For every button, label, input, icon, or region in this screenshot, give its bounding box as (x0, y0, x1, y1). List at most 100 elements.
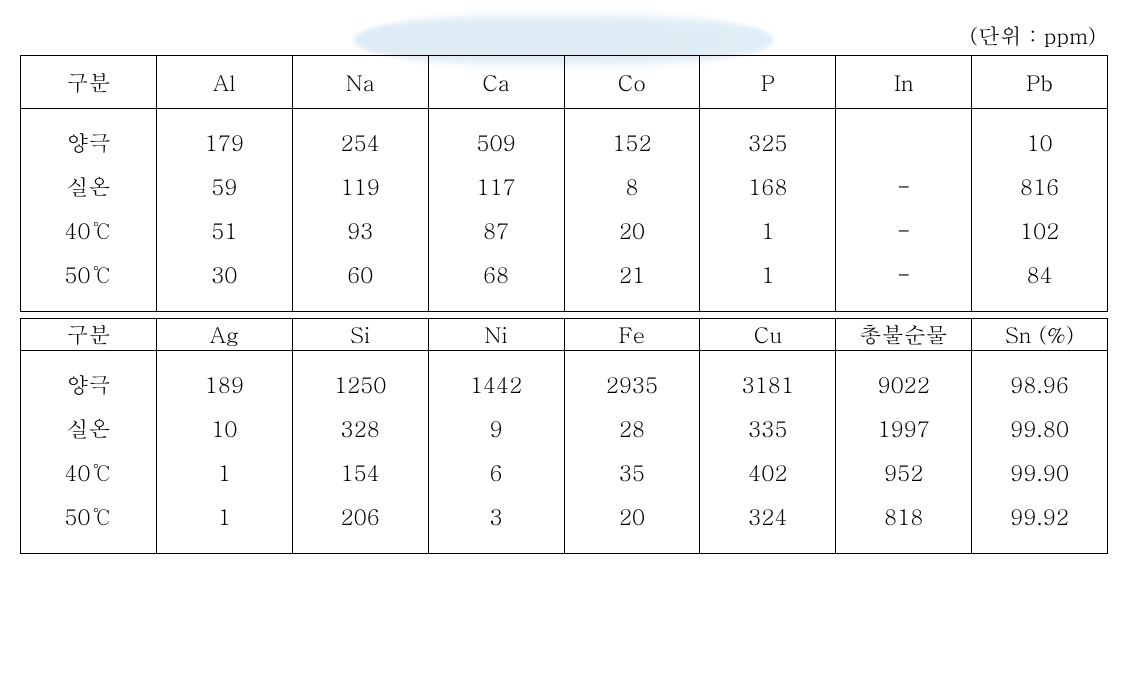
table-cell: 325 (700, 121, 835, 165)
table-cell: 952 (836, 451, 971, 495)
section-divider (21, 312, 1108, 319)
table-cell: 154 (293, 451, 428, 495)
table-cell: 206 (293, 495, 428, 539)
table2-col-Sn: 98.96 99.80 99.90 99.92 (972, 351, 1108, 554)
table-cell: 10 (972, 121, 1107, 165)
table1-header-cell: In (836, 56, 972, 109)
table-cell (836, 121, 971, 165)
table-cell: 335 (700, 407, 835, 451)
table-cell: 3181 (700, 363, 835, 407)
table-cell: 1250 (293, 363, 428, 407)
table1-header-cell: 구분 (21, 56, 157, 109)
table-cell: 179 (157, 121, 292, 165)
table2-header-cell: Ag (156, 319, 292, 351)
table-cell: 21 (565, 253, 700, 297)
table-cell: 1 (700, 253, 835, 297)
table2-header-cell: Fe (564, 319, 700, 351)
unit-label: (단위 : ppm) (20, 20, 1096, 51)
table1-col-Na: 254 119 93 60 (292, 109, 428, 312)
table-cell: 328 (293, 407, 428, 451)
table-cell: 8 (565, 165, 700, 209)
table1-row-label: 양극 (21, 121, 156, 165)
table-cell: 60 (293, 253, 428, 297)
table-cell: 189 (157, 363, 292, 407)
table2-col-Cu: 3181 335 402 324 (700, 351, 836, 554)
table2-col-Si: 1250 328 154 206 (292, 351, 428, 554)
table1-data-row: 양극 실온 40℃ 50℃ 179 59 51 30 254 119 93 60 (21, 109, 1108, 312)
table-cell: 93 (293, 209, 428, 253)
table1-header-cell: P (700, 56, 836, 109)
table-cell: 28 (565, 407, 700, 451)
table-cell: 1997 (836, 407, 971, 451)
table-cell: 99.90 (972, 451, 1107, 495)
table2-data-row: 양극 실온 40℃ 50℃ 189 10 1 1 1250 328 154 20… (21, 351, 1108, 554)
table-cell: 2935 (565, 363, 700, 407)
table2-row-label: 양극 (21, 363, 156, 407)
table-cell: 402 (700, 451, 835, 495)
table2-row-label: 실온 (21, 407, 156, 451)
table-cell: 816 (972, 165, 1107, 209)
table2-row-label: 40℃ (21, 451, 156, 495)
table-cell: 818 (836, 495, 971, 539)
table-cell: 509 (429, 121, 564, 165)
table-cell: 99.92 (972, 495, 1107, 539)
table1-header-cell: Co (564, 56, 700, 109)
table2-header-cell: 총불순물 (836, 319, 972, 351)
table-cell: 20 (565, 495, 700, 539)
table1-col-P: 325 168 1 1 (700, 109, 836, 312)
table2-header-cell: Ni (428, 319, 564, 351)
table-cell: - (836, 253, 971, 297)
table-cell: 98.96 (972, 363, 1107, 407)
table-container: (단위 : ppm) 구분 Al Na Ca Co P In Pb 양극 실온 … (20, 20, 1108, 554)
table1-header-cell: Na (292, 56, 428, 109)
table2-header-cell: Sn (%) (972, 319, 1108, 351)
table1-row-label: 실온 (21, 165, 156, 209)
table-cell: 35 (565, 451, 700, 495)
table-cell: 168 (700, 165, 835, 209)
table1-row-label: 50℃ (21, 253, 156, 297)
table-cell: 30 (157, 253, 292, 297)
table-cell: 84 (972, 253, 1107, 297)
table-cell: 1 (157, 451, 292, 495)
table-cell: 1 (700, 209, 835, 253)
table1-header-cell: Pb (972, 56, 1108, 109)
table-cell: 68 (429, 253, 564, 297)
table-cell: - (836, 209, 971, 253)
table1-col-Co: 152 8 20 21 (564, 109, 700, 312)
table-cell: 324 (700, 495, 835, 539)
table1-col-Al: 179 59 51 30 (156, 109, 292, 312)
table2-col-total-impurity: 9022 1997 952 818 (836, 351, 972, 554)
table-cell: 9 (429, 407, 564, 451)
table2-header-cell: Cu (700, 319, 836, 351)
table-cell: 119 (293, 165, 428, 209)
table1-header: 구분 Al Na Ca Co P In Pb (21, 56, 1108, 109)
table-cell: 1 (157, 495, 292, 539)
table-cell: 59 (157, 165, 292, 209)
data-table: 구분 Al Na Ca Co P In Pb 양극 실온 40℃ 50℃ (20, 55, 1108, 554)
table1-header-cell: Ca (428, 56, 564, 109)
table-cell: 117 (429, 165, 564, 209)
table1-col-Pb: 10 816 102 84 (972, 109, 1108, 312)
table-cell: 1442 (429, 363, 564, 407)
table-cell: 10 (157, 407, 292, 451)
table1-labels-cell: 양극 실온 40℃ 50℃ (21, 109, 157, 312)
table1-header-cell: Al (156, 56, 292, 109)
table-cell: 51 (157, 209, 292, 253)
table-cell: 6 (429, 451, 564, 495)
table1-row-label: 40℃ (21, 209, 156, 253)
table2-labels-cell: 양극 실온 40℃ 50℃ (21, 351, 157, 554)
table-cell: 3 (429, 495, 564, 539)
table-cell: - (836, 165, 971, 209)
table2-header-cell: 구분 (21, 319, 157, 351)
table1-col-In: - - - (836, 109, 972, 312)
table2-col-Ni: 1442 9 6 3 (428, 351, 564, 554)
table-cell: 254 (293, 121, 428, 165)
table-cell: 9022 (836, 363, 971, 407)
table2-header-row: 구분 Ag Si Ni Fe Cu 총불순물 Sn (%) (21, 319, 1108, 351)
table-cell: 99.80 (972, 407, 1107, 451)
table2-col-Ag: 189 10 1 1 (156, 351, 292, 554)
table1-col-Ca: 509 117 87 68 (428, 109, 564, 312)
table2-row-label: 50℃ (21, 495, 156, 539)
table2-header-cell: Si (292, 319, 428, 351)
table2-col-Fe: 2935 28 35 20 (564, 351, 700, 554)
